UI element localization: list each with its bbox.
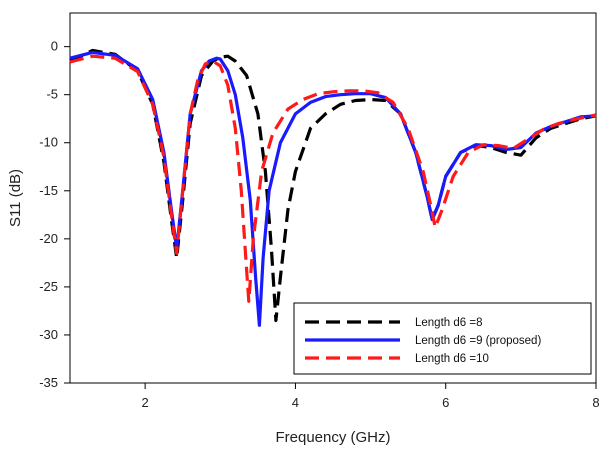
y-tick-label: -25: [39, 279, 58, 294]
y-tick-label: -35: [39, 375, 58, 390]
legend-label: Length d6 =10: [415, 353, 489, 365]
x-tick-label: 2: [142, 395, 149, 410]
y-tick-label: 0: [51, 39, 58, 54]
y-tick-label: -5: [46, 87, 58, 102]
x-tick-label: 4: [292, 395, 299, 410]
x-axis-ticks: 2 4 6 8: [142, 383, 600, 410]
y-axis-ticks: 0 -5 -10 -15 -20 -25 -30 -35: [39, 39, 70, 390]
x-tick-label: 6: [442, 395, 449, 410]
y-tick-label: -30: [39, 327, 58, 342]
legend-label: Length d6 =9 (proposed): [415, 335, 541, 347]
y-axis-title: S11 (dB): [7, 169, 24, 227]
y-tick-label: -10: [39, 135, 58, 150]
x-axis-title: Frequency (GHz): [275, 429, 390, 446]
legend-label: Length d6 =8: [415, 317, 482, 329]
y-tick-label: -15: [39, 183, 58, 198]
series-layer: [69, 48, 597, 327]
x-tick-label: 8: [592, 395, 599, 410]
series-line-length-d6-10: [69, 54, 597, 303]
y-tick-label: -20: [39, 231, 58, 246]
legend: Length d6 =8 Length d6 =9 (proposed) Lengt…: [293, 302, 592, 375]
